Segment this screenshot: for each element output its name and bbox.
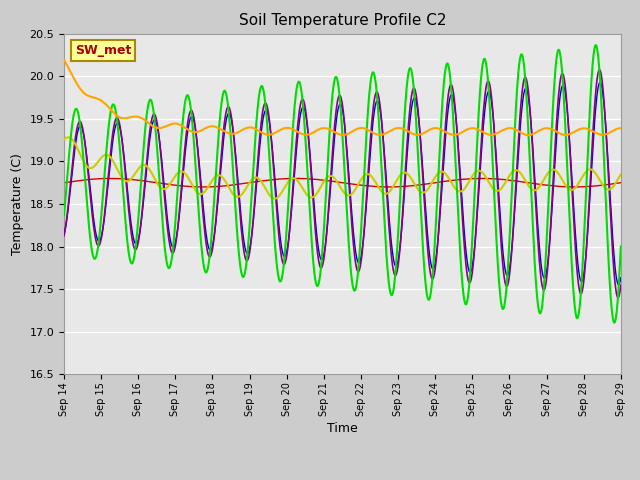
Y-axis label: Temperature (C): Temperature (C) bbox=[11, 153, 24, 255]
Title: Soil Temperature Profile C2: Soil Temperature Profile C2 bbox=[239, 13, 446, 28]
X-axis label: Time: Time bbox=[327, 421, 358, 434]
Text: SW_met: SW_met bbox=[75, 44, 131, 57]
